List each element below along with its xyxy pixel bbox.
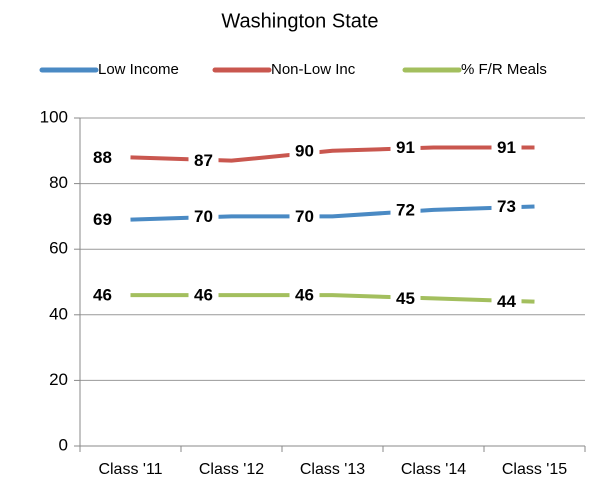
- y-tick-label: 100: [40, 107, 68, 126]
- data-label-bg: [390, 287, 421, 310]
- data-label-bg: [289, 205, 320, 228]
- data-label-bg: [188, 205, 219, 228]
- data-label-bg: [289, 284, 320, 307]
- data-label: 88: [93, 148, 112, 167]
- legend-label: Non-Low Inc: [271, 61, 356, 78]
- y-tick-label: 0: [59, 435, 68, 454]
- data-label-bg: [87, 146, 118, 169]
- data-label-bg: [491, 136, 522, 159]
- data-label: 91: [396, 138, 415, 157]
- data-label-bg: [87, 284, 118, 307]
- legend-label: Low Income: [98, 61, 179, 78]
- data-label: 73: [497, 197, 516, 216]
- data-label-bg: [188, 284, 219, 307]
- y-tick-label: 40: [49, 304, 68, 323]
- x-tick-label: Class '14: [401, 461, 466, 478]
- x-tick-label: Class '13: [300, 461, 365, 478]
- data-label-bg: [188, 149, 219, 172]
- data-label-bg: [491, 290, 522, 313]
- data-label-bg: [289, 139, 320, 162]
- legend-label: % F/R Meals: [461, 61, 547, 78]
- data-label: 72: [396, 200, 415, 219]
- data-label: 44: [497, 292, 516, 311]
- x-tick-label: Class '11: [98, 461, 162, 478]
- data-label: 69: [93, 210, 112, 229]
- data-label: 90: [295, 141, 314, 160]
- data-label: 45: [396, 289, 415, 308]
- data-label-bg: [87, 208, 118, 231]
- data-label-bg: [390, 198, 421, 221]
- x-tick-label: Class '15: [502, 461, 567, 478]
- chart-title: Washington State: [221, 10, 378, 32]
- data-label: 87: [194, 151, 213, 170]
- data-label: 91: [497, 138, 516, 157]
- data-label: 46: [93, 286, 112, 305]
- y-tick-label: 20: [49, 370, 68, 389]
- x-tick-label: Class '12: [199, 461, 264, 478]
- data-label: 70: [194, 207, 213, 226]
- y-tick-label: 60: [49, 239, 68, 258]
- data-label: 46: [194, 286, 213, 305]
- data-label-bg: [390, 136, 421, 159]
- data-label: 46: [295, 286, 314, 305]
- data-label-bg: [491, 195, 522, 218]
- data-label: 70: [295, 207, 314, 226]
- y-tick-label: 80: [49, 173, 68, 192]
